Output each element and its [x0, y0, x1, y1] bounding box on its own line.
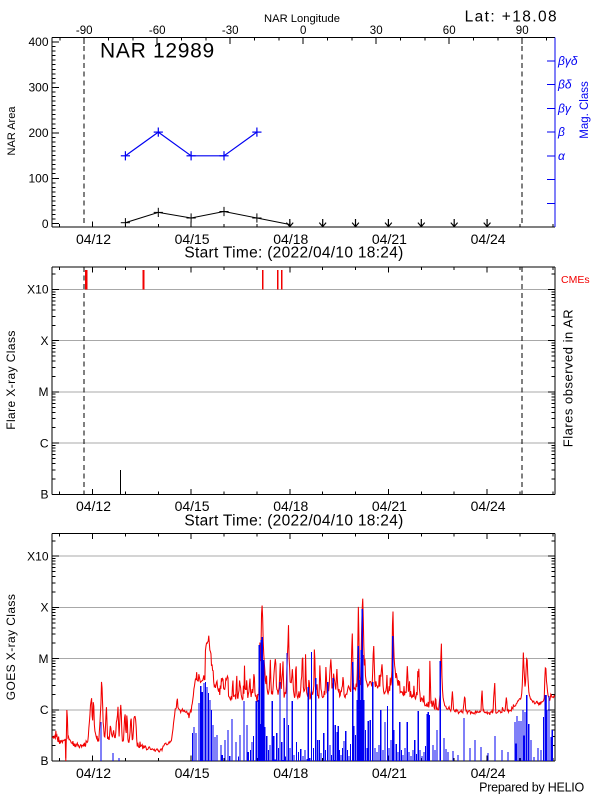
svg-text:30: 30: [370, 25, 383, 37]
svg-text:0: 0: [300, 25, 306, 37]
svg-text:B: B: [40, 488, 48, 502]
svg-text:04/21: 04/21: [372, 765, 407, 781]
svg-text:Lat: +18.08: Lat: +18.08: [465, 9, 558, 26]
svg-text:100: 100: [28, 172, 48, 186]
svg-text:Start Time: (2022/04/10 18:24): Start Time: (2022/04/10 18:24): [184, 513, 403, 530]
svg-text:C: C: [40, 436, 49, 450]
svg-text:04/18: 04/18: [273, 231, 308, 247]
svg-text:04/24: 04/24: [471, 498, 506, 514]
svg-text:X10: X10: [27, 549, 49, 563]
svg-text:04/24: 04/24: [471, 231, 506, 247]
svg-text:04/18: 04/18: [273, 498, 308, 514]
svg-text:B: B: [40, 754, 48, 768]
svg-text:M: M: [39, 652, 49, 666]
svg-text:βδ: βδ: [557, 78, 572, 92]
svg-text:04/12: 04/12: [76, 231, 111, 247]
svg-text:90: 90: [516, 25, 529, 37]
svg-text:04/12: 04/12: [76, 765, 111, 781]
svg-text:X10: X10: [27, 283, 49, 297]
svg-text:04/15: 04/15: [175, 498, 210, 514]
svg-text:Flares observed in AR: Flares observed in AR: [561, 309, 576, 447]
svg-text:βγ: βγ: [557, 101, 572, 115]
svg-text:CMEs: CMEs: [561, 274, 590, 286]
svg-text:β: β: [557, 125, 565, 139]
svg-text:04/15: 04/15: [175, 231, 210, 247]
svg-text:M: M: [39, 385, 49, 399]
svg-text:C: C: [40, 703, 49, 717]
svg-text:0: 0: [42, 217, 49, 231]
svg-text:Mag. Class: Mag. Class: [579, 81, 591, 139]
svg-text:NAR 12989: NAR 12989: [100, 40, 215, 63]
svg-text:Flare X-ray Class: Flare X-ray Class: [4, 330, 18, 429]
svg-text:X: X: [40, 601, 48, 615]
svg-text:NAR Longitude: NAR Longitude: [264, 13, 340, 25]
svg-text:X: X: [40, 334, 48, 348]
svg-text:200: 200: [28, 126, 48, 140]
svg-text:Start Time: (2022/04/10 18:24): Start Time: (2022/04/10 18:24): [184, 245, 403, 262]
svg-text:04/18: 04/18: [273, 765, 308, 781]
svg-text:300: 300: [28, 81, 48, 95]
svg-text:04/24: 04/24: [471, 765, 506, 781]
svg-text:-60: -60: [149, 25, 166, 37]
svg-text:04/21: 04/21: [372, 498, 407, 514]
svg-text:GOES X-ray Class: GOES X-ray Class: [4, 594, 18, 700]
svg-text:04/12: 04/12: [76, 498, 111, 514]
svg-text:400: 400: [28, 35, 48, 49]
svg-text:04/21: 04/21: [372, 231, 407, 247]
svg-text:-30: -30: [222, 25, 239, 37]
svg-text:βγδ: βγδ: [557, 54, 578, 68]
svg-text:NAR Area: NAR Area: [6, 106, 18, 156]
svg-text:60: 60: [443, 25, 456, 37]
svg-text:-90: -90: [76, 25, 93, 37]
svg-text:04/15: 04/15: [175, 765, 210, 781]
svg-text:α: α: [558, 149, 566, 163]
svg-text:Prepared by HELIO: Prepared by HELIO: [479, 781, 584, 795]
